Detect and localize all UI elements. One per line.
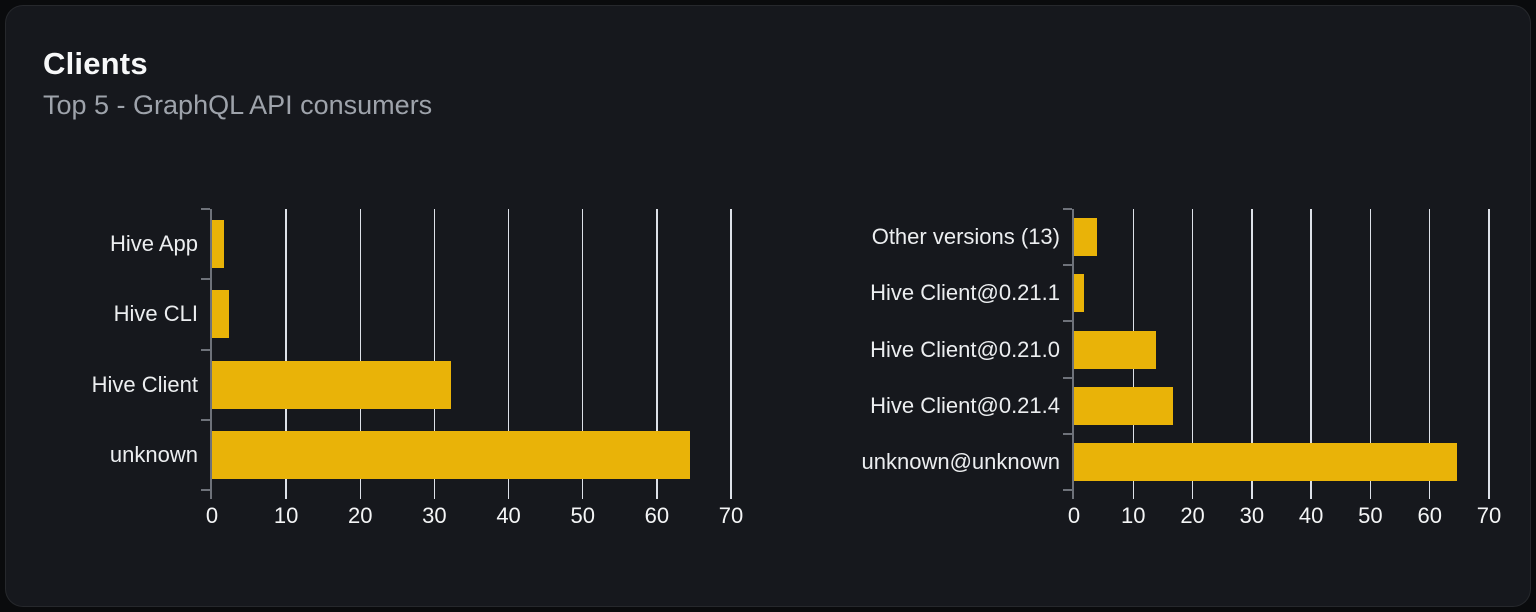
x-tick-label: 60 xyxy=(644,503,670,528)
bar xyxy=(1074,330,1156,369)
gridline xyxy=(433,209,436,499)
x-tick-label: 70 xyxy=(1476,503,1502,528)
y-axis-tick xyxy=(201,348,210,351)
bar xyxy=(212,360,452,409)
bar xyxy=(212,220,224,269)
y-axis-tick xyxy=(201,278,210,281)
x-tick-label: 40 xyxy=(496,503,521,528)
category-label: Hive CLI xyxy=(113,301,198,327)
category-label: unknown@unknown xyxy=(861,448,1060,474)
gridline xyxy=(507,209,510,499)
panel-header: Clients Top 5 - GraphQL API consumers xyxy=(43,46,432,120)
x-tick-label: 10 xyxy=(273,503,299,528)
x-tick-label: 0 xyxy=(205,503,219,528)
y-axis-tick xyxy=(1063,208,1072,210)
page-title: Clients xyxy=(43,46,148,81)
x-tick-label: 20 xyxy=(348,503,373,528)
gridline xyxy=(581,209,584,499)
x-tick-label: 70 xyxy=(718,503,744,528)
category-label: Hive Client xyxy=(91,371,198,397)
gridline xyxy=(1310,209,1312,499)
category-label: Other versions (13) xyxy=(871,224,1060,250)
x-tick-label: 50 xyxy=(570,503,595,528)
x-tick-label: 10 xyxy=(1121,503,1146,528)
page-subtitle: Top 5 - GraphQL API consumers xyxy=(43,89,433,120)
x-tick-label: 30 xyxy=(422,503,447,528)
bar xyxy=(1074,274,1085,313)
category-label: Hive Client@0.21.0 xyxy=(870,336,1060,362)
bar xyxy=(1074,386,1173,425)
bar xyxy=(1074,218,1098,257)
bar xyxy=(212,430,691,479)
gridline xyxy=(359,209,362,499)
gridline xyxy=(1488,209,1490,499)
y-axis-tick xyxy=(1063,376,1072,379)
gridline xyxy=(1251,209,1253,499)
category-label: Hive App xyxy=(109,231,198,257)
gridline xyxy=(656,209,658,499)
y-axis-tick xyxy=(201,418,210,421)
y-axis-tick xyxy=(201,489,210,491)
gridline xyxy=(1191,209,1194,499)
y-axis-tick xyxy=(1063,320,1072,323)
y-axis-tick xyxy=(1063,489,1072,491)
bar xyxy=(212,290,230,339)
category-label: Hive Client@0.21.4 xyxy=(870,392,1060,418)
category-label: unknown xyxy=(109,441,198,467)
gridline xyxy=(285,209,287,499)
y-axis-line xyxy=(210,209,212,499)
x-tick-label: 20 xyxy=(1180,503,1205,528)
bar xyxy=(1074,442,1457,481)
y-axis-tick xyxy=(1063,432,1072,435)
y-axis-line xyxy=(1072,209,1074,499)
x-tick-label: 50 xyxy=(1358,503,1383,528)
x-tick-label: 30 xyxy=(1239,503,1265,528)
y-axis-tick xyxy=(1063,264,1072,267)
panel-card xyxy=(5,5,1531,607)
y-axis-tick xyxy=(201,208,210,210)
gridline xyxy=(1428,209,1431,499)
gridline xyxy=(1369,209,1372,499)
x-tick-label: 0 xyxy=(1067,503,1081,528)
category-label: Hive Client@0.21.1 xyxy=(870,280,1060,306)
x-tick-label: 60 xyxy=(1417,503,1442,528)
gridline xyxy=(730,209,732,499)
x-tick-label: 40 xyxy=(1298,503,1324,528)
